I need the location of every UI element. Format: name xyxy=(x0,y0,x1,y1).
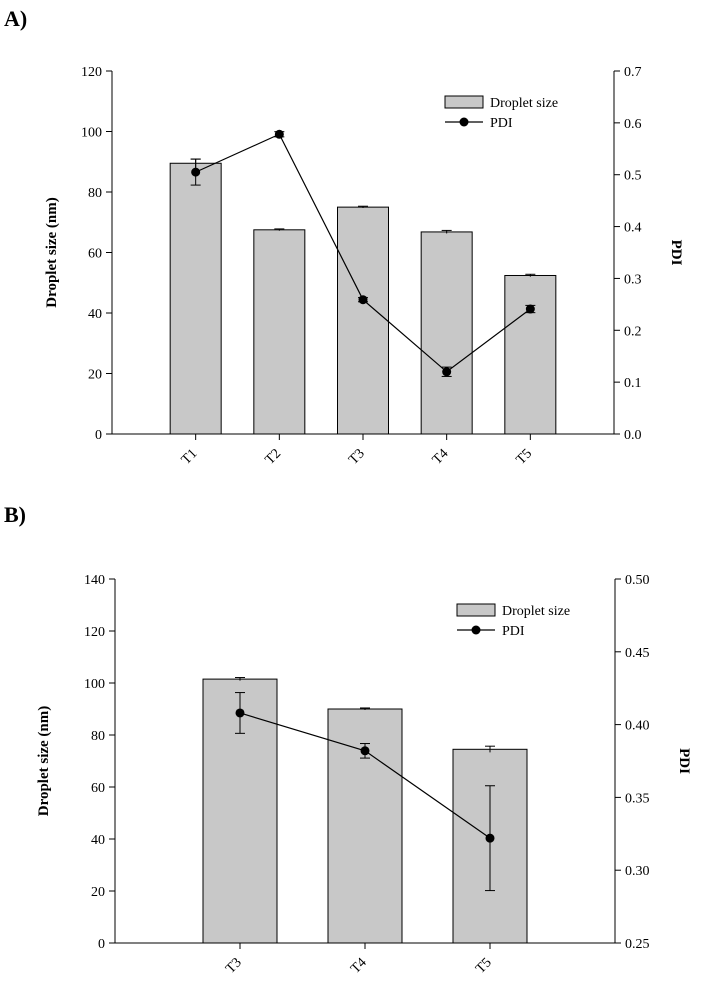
right-tick-label: 0.7 xyxy=(624,65,642,80)
y2-axis-title: PDI xyxy=(676,748,692,774)
left-tick-label: 140 xyxy=(84,573,105,588)
x-tick-label: T4 xyxy=(348,955,370,977)
legend-marker xyxy=(459,117,469,127)
right-tick-label: 0.40 xyxy=(625,719,650,734)
legend-label: Droplet size xyxy=(490,96,558,111)
panel-label: A) xyxy=(4,6,28,31)
bar xyxy=(337,206,389,435)
right-tick-label: 0.45 xyxy=(625,646,650,661)
chart-b: 0 20 40 60 80 100 120 140 0.25 0.30 0.35 0.40 0.45 0.… xyxy=(36,573,692,977)
right-tick-label: 0.30 xyxy=(625,864,650,879)
panel-label: B) xyxy=(4,502,26,527)
left-tick-label: 40 xyxy=(88,307,102,322)
left-tick-label: 80 xyxy=(91,729,105,744)
pdi-point xyxy=(360,746,370,756)
pdi-point xyxy=(274,129,284,139)
right-tick-label: 0.35 xyxy=(625,791,650,806)
left-tick-label: 100 xyxy=(81,126,102,141)
x-tick-label: T2 xyxy=(263,446,285,468)
right-tick-label: 0.5 xyxy=(624,169,642,184)
right-tick-label: 0.50 xyxy=(625,573,650,588)
pdi-point xyxy=(525,304,535,314)
pdi-point xyxy=(358,295,368,305)
right-tick-label: 0.6 xyxy=(624,117,642,132)
y2-axis-title: PDI xyxy=(668,240,684,266)
pdi-point xyxy=(235,708,245,718)
left-tick-label: 0 xyxy=(95,428,102,443)
y-axis-title: Droplet size (nm) xyxy=(44,197,60,308)
right-tick-label: 0.0 xyxy=(624,428,642,443)
pdi-point xyxy=(442,367,452,377)
legend-marker xyxy=(471,625,481,635)
legend-label: PDI xyxy=(490,116,513,131)
left-tick-label: 40 xyxy=(91,833,105,848)
left-tick-label: 80 xyxy=(88,186,102,201)
right-tick-label: 0.3 xyxy=(624,272,642,287)
bar xyxy=(169,162,222,435)
right-tick-label: 0.2 xyxy=(624,324,642,339)
left-tick-label: 20 xyxy=(88,368,102,383)
left-tick-label: 120 xyxy=(81,65,102,80)
pdi-point xyxy=(485,833,495,843)
left-tick-label: 100 xyxy=(84,677,105,692)
legend-bar-swatch xyxy=(456,603,496,617)
legend-label: PDI xyxy=(502,624,525,639)
x-tick-label: T3 xyxy=(223,955,245,977)
x-tick-label: T5 xyxy=(473,955,495,977)
right-tick-label: 0.1 xyxy=(624,376,642,391)
bar xyxy=(253,229,306,435)
left-tick-label: 60 xyxy=(91,781,105,796)
left-tick-label: 20 xyxy=(91,885,105,900)
legend-bar-swatch xyxy=(444,95,484,109)
panel-b: B) 0 20 40 60 80 100 120 140 0.25 0.30 0.35 0.40 0.4… xyxy=(0,492,701,984)
legend-label: Droplet size xyxy=(502,604,570,619)
right-tick-label: 0.25 xyxy=(625,937,650,952)
bar xyxy=(420,231,473,435)
pdi-point xyxy=(191,167,201,177)
x-tick-label: T5 xyxy=(514,446,536,468)
chart-a: 0 20 40 60 80 100 120 0.0 0.1 0.2 0.3 0.4 0.5 0.6 0.7 T… xyxy=(44,65,684,468)
bar xyxy=(504,274,557,435)
left-tick-label: 120 xyxy=(84,625,105,640)
panel-a: A) 0 20 40 60 80 100 120 0.0 0.1 0.2 0.3 0.4 0.5 0.6 0… xyxy=(0,0,701,470)
x-tick-label: T4 xyxy=(430,446,452,468)
right-tick-label: 0.4 xyxy=(624,221,642,236)
left-tick-label: 60 xyxy=(88,247,102,262)
x-tick-label: T1 xyxy=(179,446,201,468)
left-tick-label: 0 xyxy=(98,937,105,952)
x-tick-label: T3 xyxy=(346,446,368,468)
y-axis-title: Droplet size (nm) xyxy=(36,706,52,817)
